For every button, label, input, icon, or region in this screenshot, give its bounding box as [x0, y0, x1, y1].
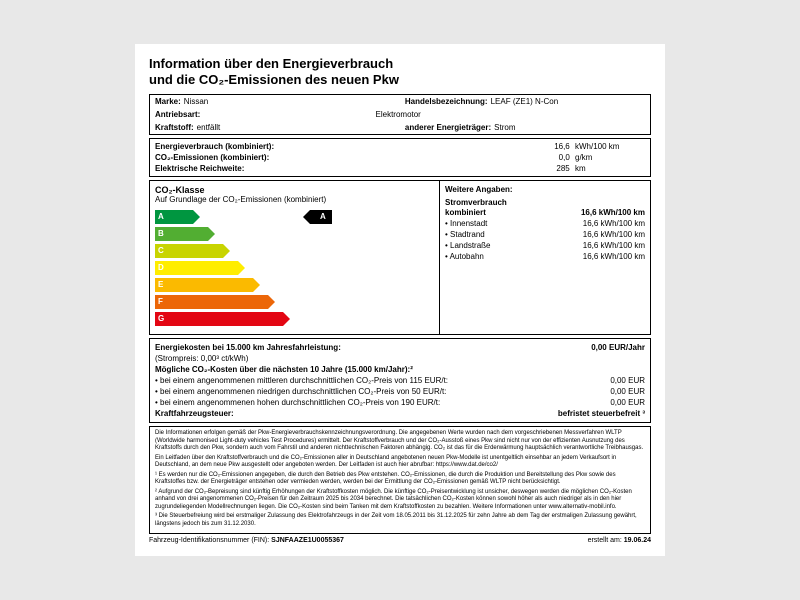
- strom-row-label: Innenstadt: [445, 219, 487, 228]
- co2-niedrig-label: bei einem angenommenen niedrigen durchsc…: [155, 387, 446, 396]
- weitere-title: Weitere Angaben:: [445, 185, 645, 194]
- costs-box: Energiekosten bei 15.000 km Jahresfahrle…: [149, 338, 651, 423]
- efficiency-bar-f: F: [155, 295, 268, 309]
- ev-value: 16,6: [554, 142, 570, 151]
- co2-class-box: CO₂-Klasse Auf Grundlage der CO₂-Emissio…: [149, 180, 651, 335]
- footer: Fahrzeug-Identifikationsnummer (FIN): SJ…: [149, 537, 651, 544]
- fin-label: Fahrzeug-Identifikationsnummer (FIN):: [149, 537, 269, 544]
- footnotes-box: Die Informationen erfolgen gemäß der Pkw…: [149, 426, 651, 534]
- co2-hoch-label: bei einem angenommenen hohen durchschnit…: [155, 398, 440, 407]
- ev-label: Energieverbrauch (kombiniert):: [155, 142, 274, 151]
- co2-heading: CO₂-Klasse: [155, 185, 434, 195]
- efficiency-bar-b: B: [155, 227, 208, 241]
- steuer-label: Kraftfahrzeugsteuer:: [155, 409, 234, 418]
- title: Information über den Energieverbrauch un…: [149, 56, 651, 89]
- co2-label: CO₂-Emissionen (kombiniert):: [155, 153, 269, 162]
- co2-niedrig-value: 0,00 EUR: [610, 387, 645, 396]
- reich-label: Elektrische Reichweite:: [155, 164, 244, 173]
- strom-row-label: Stadtrand: [445, 230, 485, 239]
- energie-value: Strom: [494, 123, 515, 132]
- strompreis-note: (Strompreis: 0,00³ ct/kWh): [155, 354, 248, 363]
- strom-row-value: 16,6 kWh/100 km: [583, 219, 645, 228]
- antrieb-value: Elektromotor: [376, 110, 421, 119]
- fin-value: SJNFAAZE1U0055367: [271, 537, 344, 544]
- energiekosten-label: Energiekosten bei 15.000 km Jahresfahrle…: [155, 343, 341, 352]
- handel-label: Handelsbezeichnung:: [405, 97, 488, 106]
- strom-row-label: Autobahn: [445, 252, 484, 261]
- energy-label: Information über den Energieverbrauch un…: [135, 44, 665, 557]
- strom-row-value: 16,6 kWh/100 km: [583, 241, 645, 250]
- handel-value: LEAF (ZE1) N-Con: [491, 97, 559, 106]
- strom-row-label: Landstraße: [445, 241, 491, 250]
- kraft-value: entfällt: [197, 123, 221, 132]
- ev-unit: kWh/100 km: [575, 142, 645, 151]
- title-line1: Information über den Energieverbrauch: [149, 56, 393, 71]
- date-value: 19.06.24: [624, 537, 651, 544]
- co2-unit: g/km: [575, 153, 645, 162]
- energiekosten-value: 0,00 EUR/Jahr: [591, 343, 645, 352]
- marke-label: Marke:: [155, 97, 181, 106]
- energie-label: anderer Energieträger:: [405, 123, 491, 132]
- marke-value: Nissan: [184, 97, 208, 106]
- reich-unit: km: [575, 164, 645, 173]
- efficiency-bar-g: G: [155, 312, 283, 326]
- efficiency-bar-a: A: [155, 210, 193, 224]
- strom-row-label: kombiniert: [445, 208, 486, 217]
- footnote-1: Die Informationen erfolgen gemäß der Pkw…: [155, 430, 645, 453]
- footnote-5: ³ Die Steuerbefreiung wird bei erstmalig…: [155, 513, 645, 528]
- kraft-label: Kraftstoff:: [155, 123, 194, 132]
- strom-row-value: 16,6 kWh/100 km: [583, 230, 645, 239]
- efficiency-marker: A: [310, 210, 332, 224]
- efficiency-bar-d: D: [155, 261, 238, 275]
- footnote-3: ¹ Es werden nur die CO₂-Emissionen angeg…: [155, 472, 645, 487]
- title-line2: und die CO₂-Emissionen des neuen Pkw: [149, 72, 399, 87]
- date-label: erstellt am:: [588, 537, 622, 544]
- co2-mittel-value: 0,00 EUR: [610, 376, 645, 385]
- co2-value: 0,0: [559, 153, 570, 162]
- strom-row-value: 16,6 kWh/100 km: [581, 208, 645, 217]
- footnote-4: ² Aufgrund der CO₂-Bepreisung sind künft…: [155, 489, 645, 512]
- additional-info-area: Weitere Angaben: Stromverbrauch kombinie…: [440, 181, 650, 334]
- co2kosten-heading: Mögliche CO₂-Kosten über die nächsten 10…: [155, 365, 413, 374]
- co2-subtitle: Auf Grundlage der CO₂-Emissionen (kombin…: [155, 195, 434, 204]
- co2-chart-area: CO₂-Klasse Auf Grundlage der CO₂-Emissio…: [150, 181, 440, 334]
- co2-hoch-value: 0,00 EUR: [610, 398, 645, 407]
- consumption-box: Energieverbrauch (kombiniert): 16,6 kWh/1…: [149, 138, 651, 177]
- antrieb-label: Antriebsart:: [155, 110, 376, 119]
- footnote-2: Ein Leitfaden über den Kraftstoffverbrau…: [155, 455, 645, 470]
- vehicle-info-box: Marke:Nissan Handelsbezeichnung:LEAF (ZE…: [149, 94, 651, 135]
- steuer-value: befristet steuerbefreit ³: [558, 409, 645, 418]
- strom-heading: Stromverbrauch: [445, 198, 645, 207]
- efficiency-chart: ABCDEFGA: [155, 210, 434, 330]
- reich-value: 285: [556, 164, 569, 173]
- efficiency-bar-c: C: [155, 244, 223, 258]
- efficiency-bar-e: E: [155, 278, 253, 292]
- strom-row-value: 16,6 kWh/100 km: [583, 252, 645, 261]
- co2-mittel-label: bei einem angenommenen mittleren durchsc…: [155, 376, 448, 385]
